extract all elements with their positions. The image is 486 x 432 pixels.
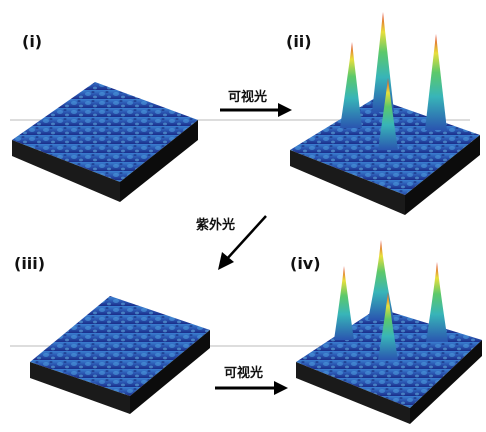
surface-panel-iii	[30, 296, 210, 414]
peak	[426, 262, 448, 342]
arrow-top	[220, 103, 292, 117]
peak	[378, 78, 398, 150]
peak	[372, 12, 394, 112]
peak	[425, 34, 447, 130]
surface-panel-i	[12, 82, 198, 202]
surface-panel-ii	[290, 12, 480, 215]
arrow-label-bottom: 可视光	[224, 366, 264, 381]
panel-label-i: (i)	[22, 32, 43, 51]
panel-label-ii: (ii)	[286, 32, 312, 51]
arrow-diagonal	[218, 215, 267, 270]
arrow-label-diagonal: 紫外光	[196, 218, 236, 233]
peak	[368, 240, 394, 320]
panel-label-iv: (iv)	[290, 254, 321, 273]
peak	[378, 292, 398, 360]
peak	[340, 42, 362, 128]
panel-label-iii: (iii)	[14, 254, 46, 273]
arrow-label-top: 可视光	[228, 90, 268, 105]
surface-panel-iv	[296, 240, 482, 424]
peak	[334, 266, 354, 340]
arrow-bottom	[215, 381, 288, 395]
